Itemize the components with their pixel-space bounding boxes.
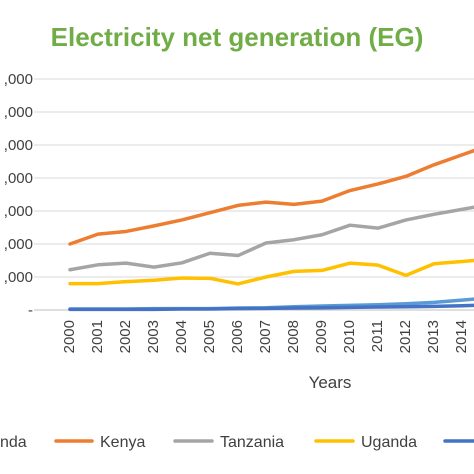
x-axis-ticks: 2000 2001 2002 2003 2004 2005 2006 2007 2008 2009… [61,320,470,353]
y-tick-label: ,000 [4,236,33,253]
x-tick-label: 2006 [229,320,246,353]
legend-label: Uganda [361,434,417,451]
x-tick-label: 2009 [313,320,330,353]
x-tick-label: 2003 [145,320,162,353]
series-line-kenya [68,148,474,246]
legend-label: Tanzania [220,434,284,451]
y-tick-label: - [28,302,33,319]
y-axis-ticks: ,000 ,000 ,000 ,000 ,000 ,000 ,000 - [4,71,33,319]
series-lines [68,148,474,312]
y-tick-label: ,000 [4,137,33,154]
legend: nda Kenya Tanzania Uganda [0,434,474,451]
x-tick-label: 2011 [369,320,386,352]
y-tick-label: ,000 [4,71,33,88]
x-tick-label: 2010 [341,320,358,353]
x-axis-title: Years [309,373,352,392]
y-tick-label: ,000 [4,170,33,187]
series-line-uganda [68,258,474,286]
x-tick-label: 2012 [397,320,414,353]
x-tick-label: 2007 [257,320,274,353]
chart-title: Electricity net generation (EG) [51,22,424,52]
x-tick-label: 2002 [117,320,134,353]
series-line-unnamed [68,303,474,312]
gridlines [34,78,474,311]
legend-label: nda [0,434,27,451]
series-line-tanzania [68,205,474,272]
x-tick-label: 2005 [201,320,218,353]
x-tick-label: 2008 [285,320,302,353]
x-tick-label: 2001 [89,320,106,353]
x-tick-label: 2014 [453,320,470,353]
x-tick-label: 2000 [61,320,78,353]
y-tick-label: ,000 [4,104,33,121]
y-tick-label: ,000 [4,203,33,220]
y-tick-label: ,000 [4,269,33,286]
x-tick-label: 2004 [173,320,190,353]
legend-label: Kenya [100,434,145,451]
x-tick-label: 2013 [425,320,442,353]
